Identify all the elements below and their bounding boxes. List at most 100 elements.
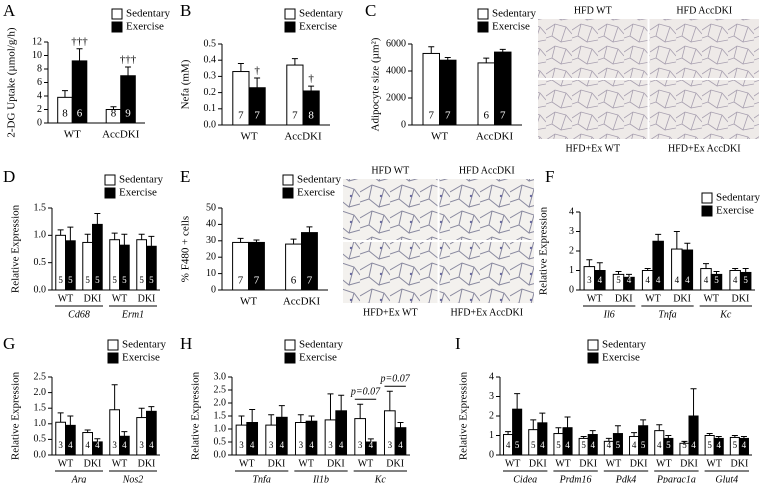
n-label: 4 [657,440,662,450]
histology-image [649,19,759,78]
error-bar [148,235,155,247]
n-label: 5 [68,275,73,285]
panel-letter: E [180,167,190,186]
error-bar [125,66,132,76]
y-axis-label: Relative Expression [10,371,22,460]
x-tick-label: WT [555,458,571,469]
error-bar [564,416,571,428]
group-label: Il1b [312,474,329,483]
y-tick-label: 3 [569,226,574,237]
n-label: 3 [112,440,117,450]
y-axis-label: Relative Expression [538,206,550,295]
error-bar [290,238,297,245]
y-tick-label: 3.0 [214,371,227,382]
x-tick-label: WT [358,458,374,469]
n-label: 5 [616,275,621,285]
n-label: 5 [58,275,63,285]
y-tick-label: 2.5 [214,384,227,395]
error-bar [644,268,651,271]
y-tick-label: 10 [32,50,42,61]
legend-label: Sedentary [122,339,166,351]
n-label: 7 [292,110,298,122]
error-bar [121,233,128,246]
panel-letter: C [365,1,376,20]
image-label: HFD AccDKI [459,165,515,176]
error-bar [640,419,647,426]
n-label: 4 [68,440,73,450]
panel-letter: B [180,1,191,20]
annotation: p=0.07 [350,387,381,398]
y-tick-label: 2.0 [214,397,227,408]
y-tick-label: 4 [37,90,42,101]
y-tick-label: 0.0 [214,449,227,460]
n-label: 3 [388,440,393,450]
n-label: 4 [627,275,632,285]
n-label: 4 [369,440,374,450]
legend-label: Sedentary [602,339,646,351]
histology-image [439,179,534,240]
error-bar [589,430,596,435]
y-tick-label: 0.5 [34,257,47,268]
error-bar [713,270,720,275]
panel: H 0.0 0.5 1.0 1.5 2.0 2.5 3.0 Relative Expressio… [180,334,411,483]
y-tick-label: 4000 [386,65,406,76]
group-label: Tnfa [252,474,270,483]
image-label: HFD+Ex WT [363,307,418,318]
n-label: 7 [445,110,451,122]
n-label: 9 [125,108,131,120]
x-tick-label: WT [431,131,448,143]
error-bar [586,259,593,267]
x-tick-label: WT [240,131,257,143]
n-label: 4 [149,440,154,450]
legend-label: Sedentary [299,339,343,351]
x-tick-label: WT [112,458,128,469]
significance: ††† [71,35,88,47]
group-label: Il6 [603,309,615,320]
bar [246,422,259,456]
error-bar [249,409,256,423]
n-label: 5 [139,275,144,285]
x-tick-label: WT [64,129,81,141]
x-tick-label: DKI [327,458,345,469]
n-label: 7 [238,275,244,287]
legend-swatch [282,174,294,186]
x-tick-label: AccDKI [476,131,514,143]
error-bar [67,415,74,426]
n-label: 5 [112,275,117,285]
n-label: 4 [280,440,285,450]
n-label: 4 [309,440,314,450]
error-bar [684,242,691,251]
error-bar [327,393,334,420]
y-tick-label: 1 [489,430,494,441]
error-bar [499,48,506,53]
n-label: 8 [62,108,68,120]
y-tick-label: 0.5 [204,38,217,49]
y-tick-label: 0.0 [34,449,47,460]
y-axis-label: 2-DG Uptake (µmol/g/h) [6,27,18,138]
error-bar [254,77,261,88]
y-tick-label: 0.0 [34,284,47,295]
n-label: 3 [299,440,304,450]
error-bar [614,425,621,434]
bar [294,422,307,456]
significance: ††† [120,54,137,66]
y-tick-label: 0.5 [34,434,47,445]
error-bar [121,431,128,437]
error-bar [84,233,91,243]
y-tick-label: 3 [489,391,494,402]
legend-swatch [701,192,713,204]
legend-swatch [477,8,489,20]
n-label: 5 [515,440,520,450]
error-bar [732,268,739,271]
n-label: 7 [500,110,506,122]
n-label: 4 [645,275,650,285]
x-tick-label: DKI [732,293,750,304]
legend-swatch [477,21,489,33]
y-tick-label: 0 [401,119,406,130]
n-label: 5 [149,275,154,285]
legend-label: Exercise [122,352,160,364]
image-label: HFD+Ex WT [565,143,620,154]
n-label: 4 [565,440,570,450]
y-tick-label: 40 [206,219,216,230]
